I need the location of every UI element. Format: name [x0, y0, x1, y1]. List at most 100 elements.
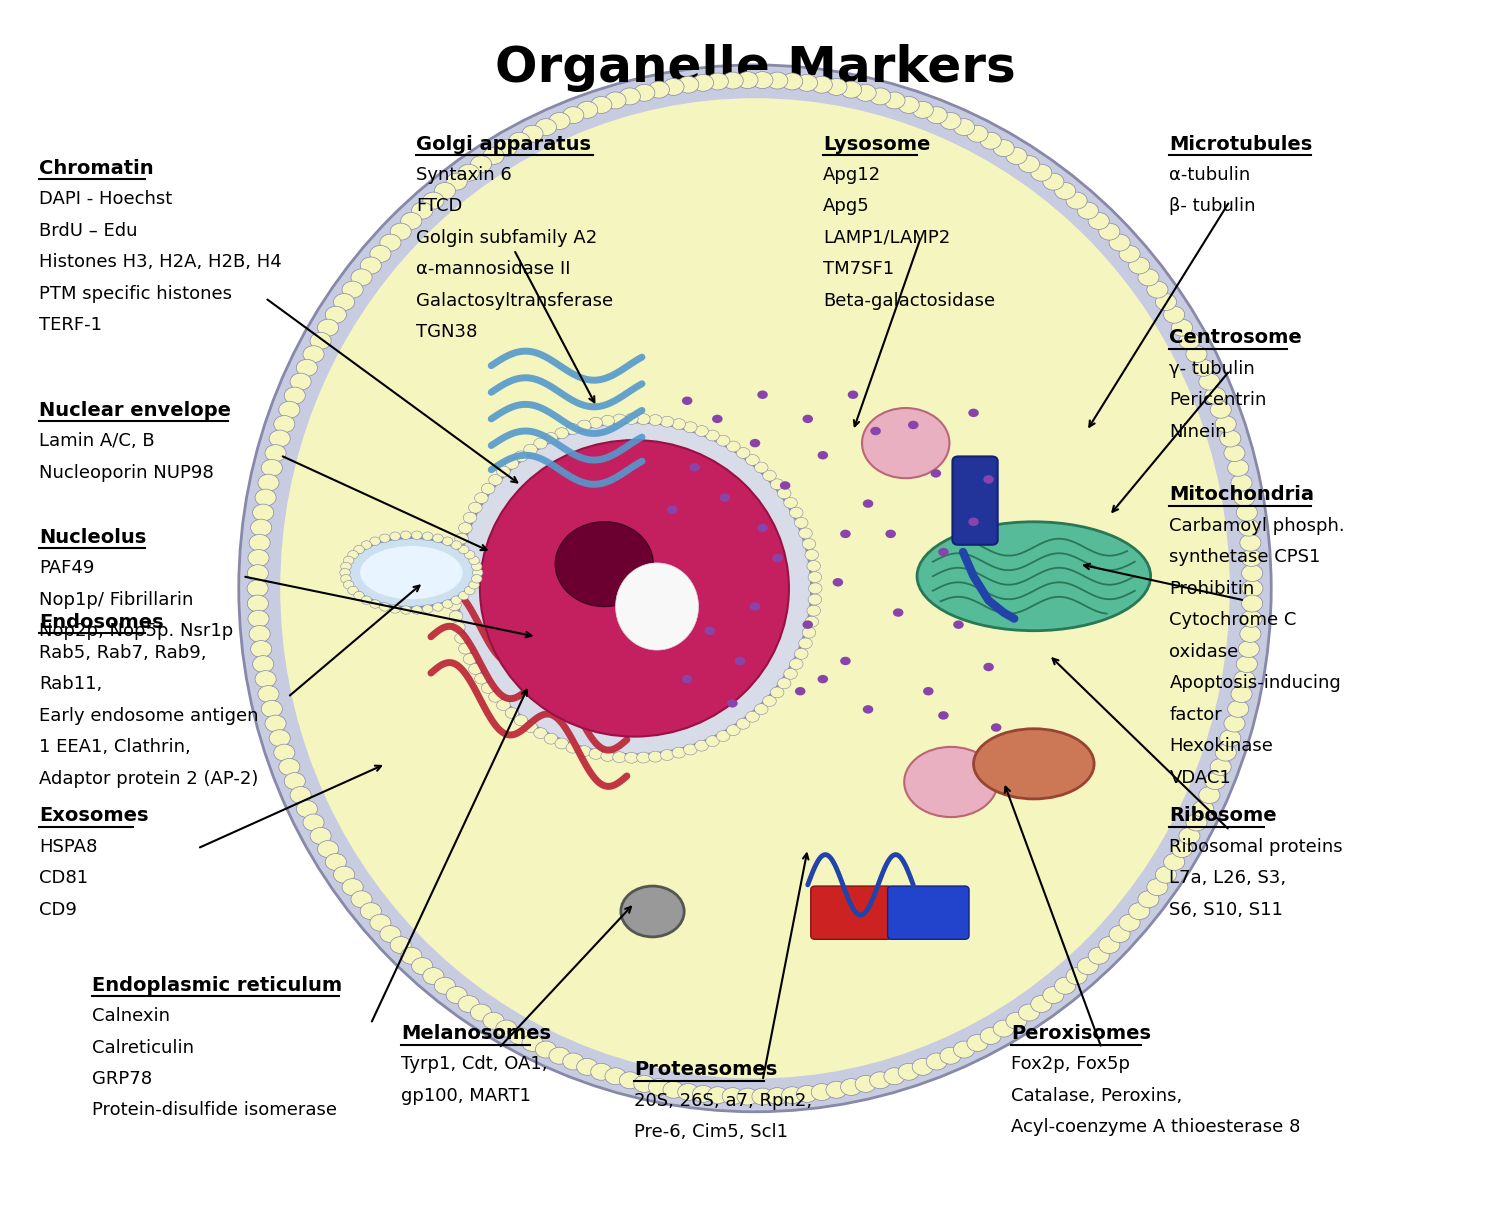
- Text: Microtubules: Microtubules: [1169, 135, 1312, 154]
- Text: Adaptor protein 2 (AP-2): Adaptor protein 2 (AP-2): [39, 770, 258, 788]
- Ellipse shape: [1220, 431, 1241, 448]
- Ellipse shape: [361, 257, 382, 274]
- Ellipse shape: [296, 801, 317, 818]
- Text: Nucleolus: Nucleolus: [39, 528, 146, 547]
- Ellipse shape: [1238, 640, 1259, 657]
- Ellipse shape: [334, 294, 355, 311]
- Ellipse shape: [917, 522, 1151, 631]
- Ellipse shape: [361, 902, 382, 919]
- Ellipse shape: [1241, 596, 1262, 613]
- Text: 20S, 26S, a7, Rpn2,: 20S, 26S, a7, Rpn2,: [634, 1092, 812, 1110]
- Ellipse shape: [390, 605, 400, 614]
- Ellipse shape: [524, 444, 538, 455]
- Ellipse shape: [713, 415, 723, 423]
- Ellipse shape: [678, 1083, 699, 1100]
- Ellipse shape: [755, 704, 769, 714]
- Text: TM7SF1: TM7SF1: [823, 261, 894, 278]
- Text: TGN38: TGN38: [415, 324, 477, 341]
- Text: LAMP1/LAMP2: LAMP1/LAMP2: [823, 229, 950, 247]
- Ellipse shape: [249, 534, 270, 551]
- Ellipse shape: [515, 451, 528, 462]
- Ellipse shape: [273, 416, 294, 433]
- Ellipse shape: [705, 431, 719, 442]
- Ellipse shape: [799, 528, 812, 539]
- Ellipse shape: [455, 633, 468, 643]
- Ellipse shape: [284, 773, 305, 790]
- Ellipse shape: [468, 581, 479, 590]
- Ellipse shape: [625, 414, 639, 425]
- Ellipse shape: [926, 107, 947, 124]
- Ellipse shape: [483, 1013, 504, 1029]
- Ellipse shape: [390, 533, 400, 541]
- Ellipse shape: [566, 423, 580, 434]
- Ellipse shape: [1185, 814, 1206, 831]
- Ellipse shape: [1139, 890, 1160, 907]
- FancyBboxPatch shape: [811, 885, 892, 939]
- Ellipse shape: [885, 530, 895, 539]
- Ellipse shape: [625, 752, 639, 763]
- Ellipse shape: [1228, 700, 1249, 717]
- Text: HSPA8: HSPA8: [39, 838, 98, 855]
- Ellipse shape: [832, 579, 843, 587]
- Ellipse shape: [1237, 505, 1258, 522]
- Ellipse shape: [458, 996, 479, 1013]
- Ellipse shape: [1099, 936, 1120, 953]
- Ellipse shape: [269, 431, 290, 448]
- Ellipse shape: [474, 673, 488, 684]
- Ellipse shape: [1077, 203, 1098, 220]
- Ellipse shape: [370, 245, 391, 262]
- Ellipse shape: [556, 522, 654, 606]
- Ellipse shape: [465, 551, 476, 559]
- Ellipse shape: [862, 408, 950, 478]
- Text: Hexokinase: Hexokinase: [1169, 738, 1273, 756]
- Ellipse shape: [281, 98, 1229, 1078]
- Text: PAF49: PAF49: [39, 559, 95, 577]
- Text: Nop2p, Nop5p. Nsr1p: Nop2p, Nop5p. Nsr1p: [39, 622, 234, 640]
- Ellipse shape: [939, 1047, 960, 1064]
- Text: Peroxisomes: Peroxisomes: [1012, 1024, 1151, 1043]
- Ellipse shape: [790, 659, 803, 670]
- Ellipse shape: [435, 978, 456, 995]
- Ellipse shape: [840, 530, 850, 539]
- Ellipse shape: [726, 442, 740, 452]
- Text: Protein-disulfide isomerase: Protein-disulfide isomerase: [92, 1101, 337, 1120]
- Ellipse shape: [459, 592, 470, 600]
- Ellipse shape: [1139, 269, 1160, 286]
- Ellipse shape: [533, 438, 547, 449]
- Text: Ribosome: Ribosome: [1169, 807, 1277, 825]
- Text: Exosomes: Exosomes: [39, 807, 148, 825]
- Ellipse shape: [1237, 656, 1258, 672]
- Text: Galactosyltransferase: Galactosyltransferase: [415, 292, 613, 309]
- Ellipse shape: [778, 678, 791, 689]
- Ellipse shape: [1155, 866, 1176, 883]
- Ellipse shape: [784, 497, 797, 508]
- Ellipse shape: [390, 936, 411, 953]
- Text: Nucleoporin NUP98: Nucleoporin NUP98: [39, 463, 214, 482]
- Text: Melanosomes: Melanosomes: [400, 1024, 551, 1043]
- Ellipse shape: [826, 79, 847, 96]
- Text: factor: factor: [1169, 706, 1222, 724]
- Text: Fox2p, Fox5p: Fox2p, Fox5p: [1012, 1055, 1129, 1074]
- Ellipse shape: [663, 1081, 684, 1098]
- Ellipse shape: [613, 414, 627, 425]
- Ellipse shape: [343, 581, 353, 590]
- Ellipse shape: [544, 433, 557, 444]
- Ellipse shape: [980, 1027, 1001, 1044]
- Ellipse shape: [468, 664, 482, 674]
- Ellipse shape: [817, 451, 827, 460]
- Ellipse shape: [522, 1035, 544, 1052]
- Ellipse shape: [325, 854, 346, 871]
- Ellipse shape: [566, 742, 580, 753]
- Text: Early endosome antigen: Early endosome antigen: [39, 707, 258, 725]
- Text: Lysosome: Lysosome: [823, 135, 930, 154]
- Ellipse shape: [590, 97, 612, 113]
- Ellipse shape: [1018, 155, 1039, 172]
- Ellipse shape: [451, 622, 465, 633]
- Ellipse shape: [343, 878, 364, 895]
- Text: Prohibitin: Prohibitin: [1169, 580, 1255, 598]
- Ellipse shape: [1216, 744, 1237, 761]
- Ellipse shape: [883, 1067, 904, 1084]
- Ellipse shape: [489, 474, 503, 485]
- Ellipse shape: [862, 705, 873, 713]
- Ellipse shape: [757, 524, 767, 533]
